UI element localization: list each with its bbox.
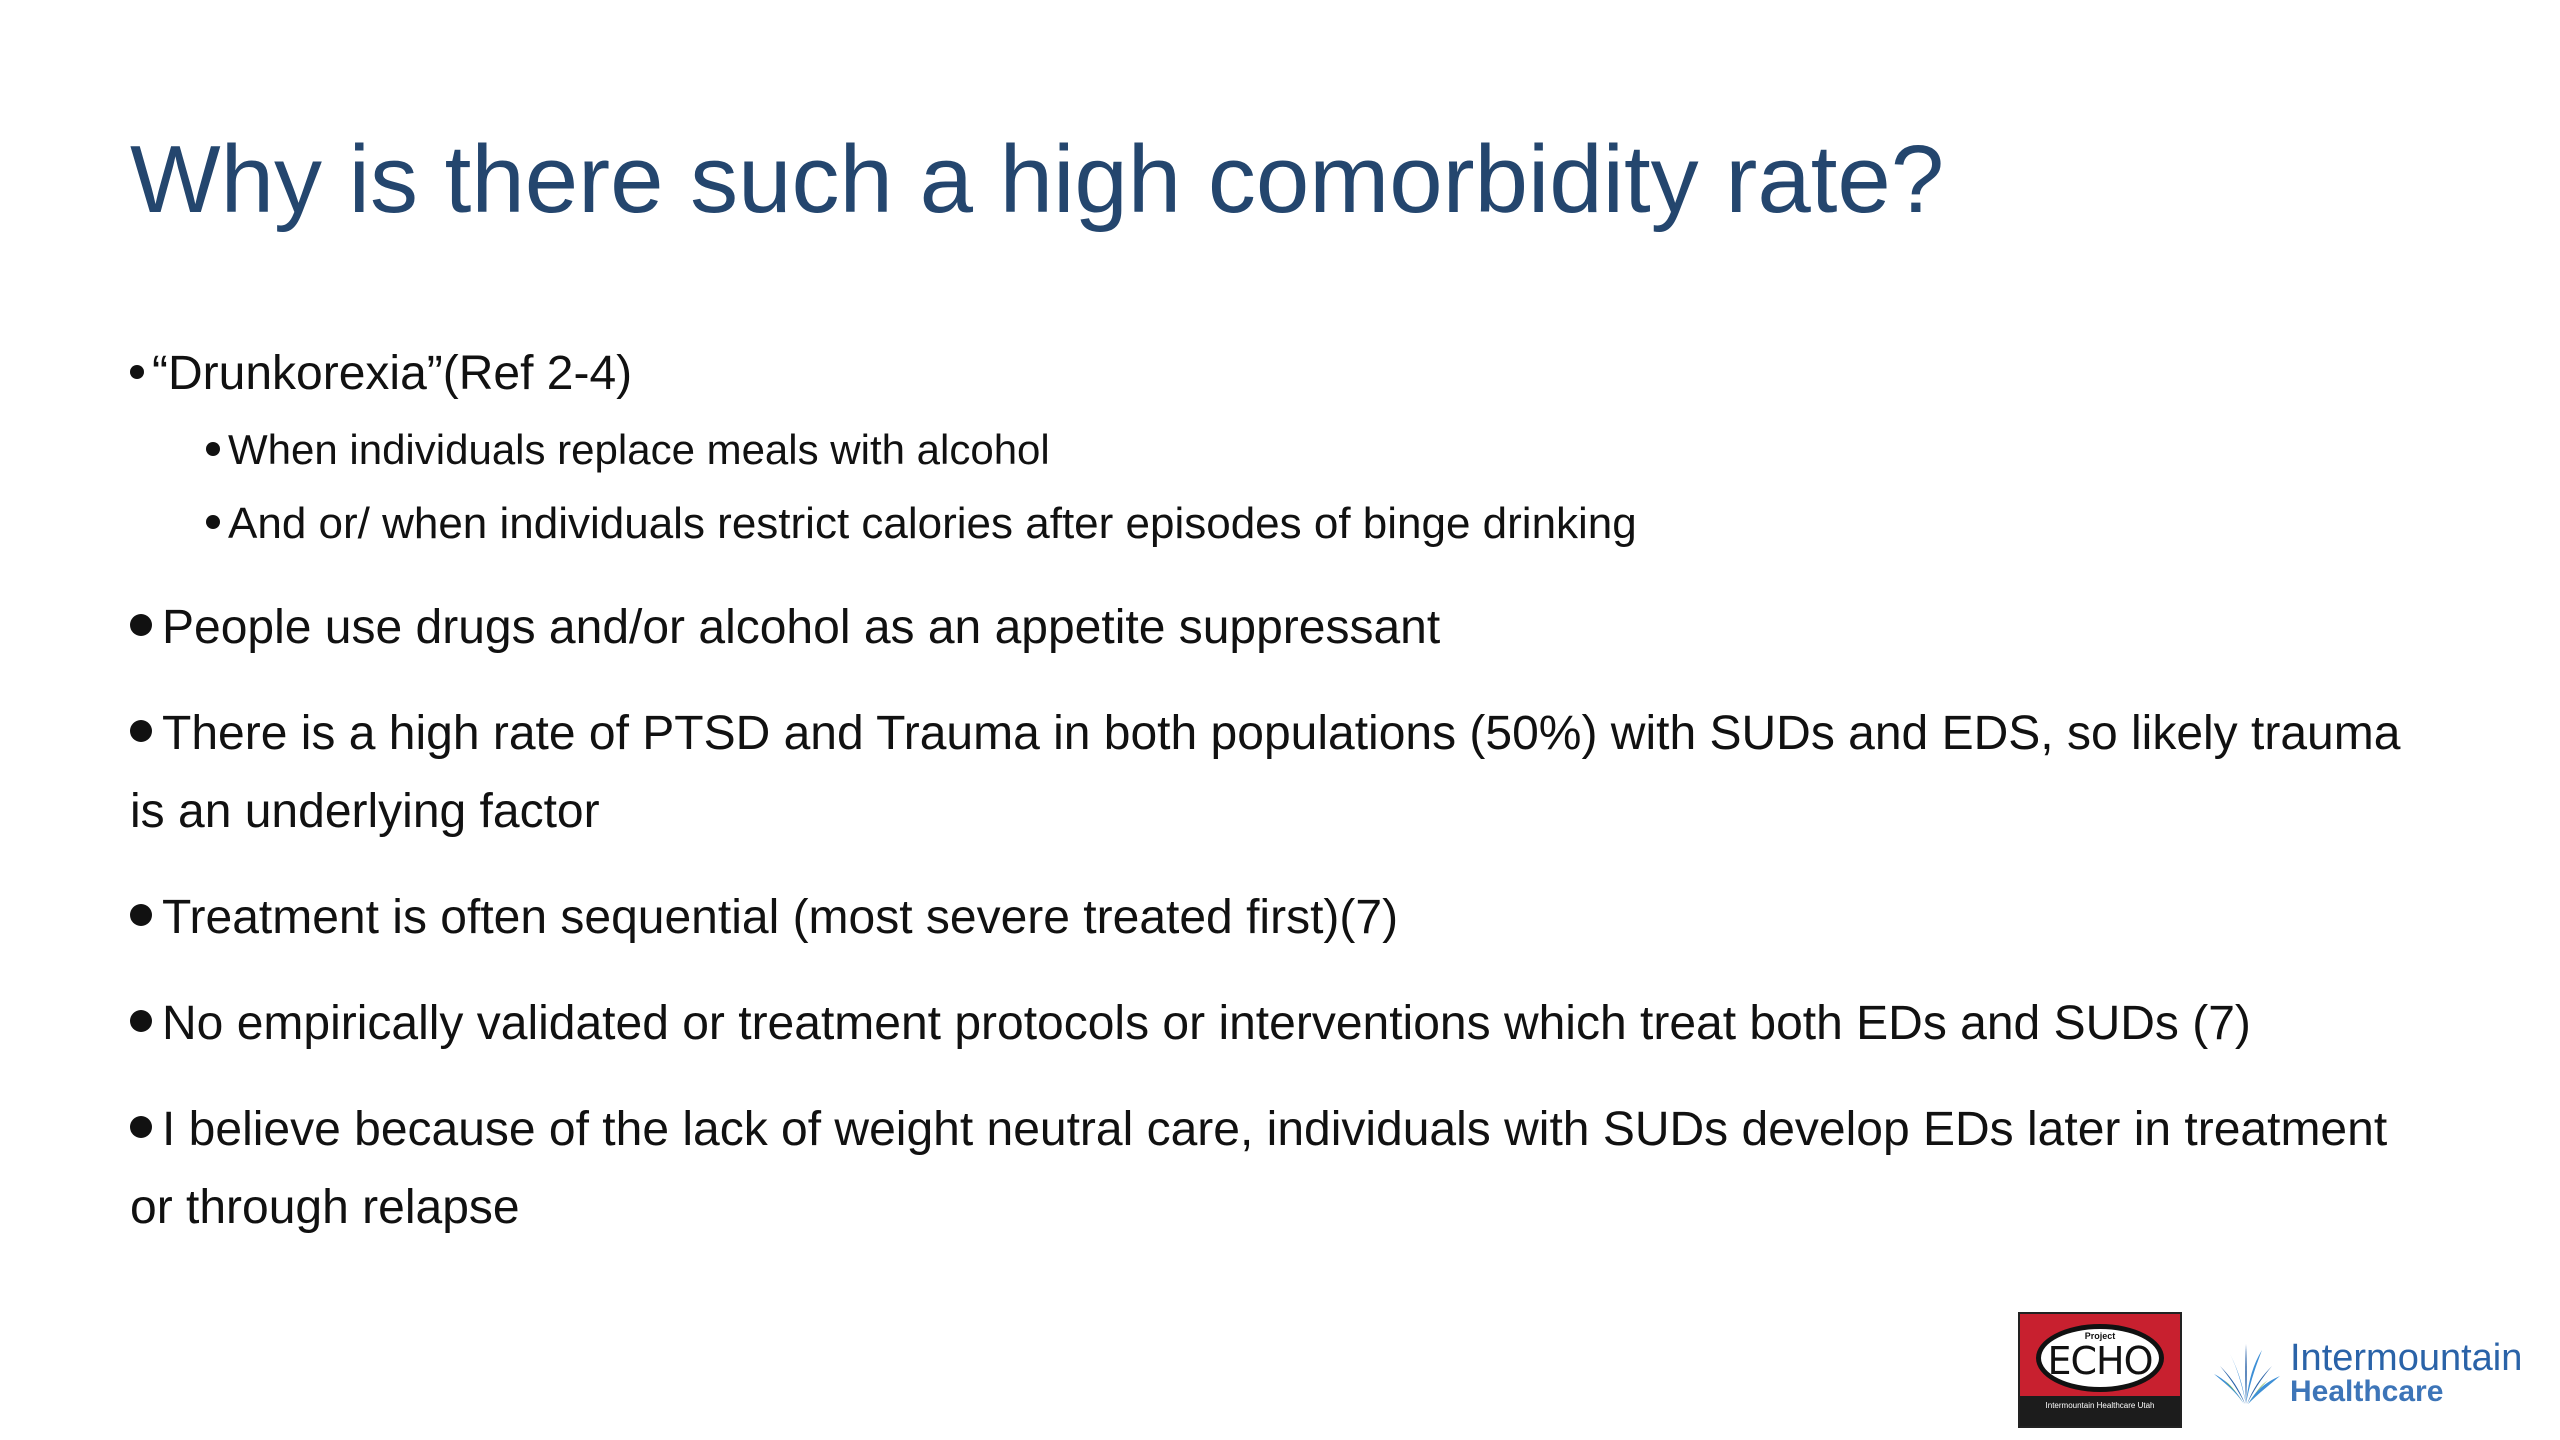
bullet-dot-icon [130,904,152,927]
healthcare-wordmark: Healthcare [2290,1375,2444,1408]
slide-body: “Drunkorexia”(Ref 2-4) When individuals … [130,335,2410,1275]
bullet-text: People use drugs and/or alcohol as an ap… [162,601,1441,654]
sub-bullet-text: And or/ when individuals restrict calori… [228,499,1637,548]
echo-project-label: Project [2084,1331,2116,1341]
echo-wordmark: ECHO [2047,1339,2153,1383]
bullet-dot-icon [206,515,220,530]
bullet-text: I believe because of the lack of weight … [130,1103,2388,1234]
project-echo-logo: Project ECHO Intermountain Healthcare Ut… [2018,1312,2182,1428]
slide-title: Why is there such a high comorbidity rat… [130,126,1945,233]
intermountain-healthcare-logo: Intermountain Healthcare [2208,1336,2548,1416]
bullet-text: No empirically validated or treatment pr… [162,997,2251,1050]
intermountain-leaf-icon [2214,1344,2280,1404]
bullet-text: There is a high rate of PTSD and Trauma … [130,707,2401,838]
echo-oval: Project ECHO [2036,1324,2164,1392]
bullet-text: Treatment is often sequential (most seve… [162,891,1399,944]
bullet-appetite-suppressant: People use drugs and/or alcohol as an ap… [130,589,2410,667]
sub-bullet-restrict-calories: And or/ when individuals restrict calori… [206,487,2410,561]
bullet-no-protocols: No empirically validated or treatment pr… [130,985,2410,1063]
bullet-text: “Drunkorexia”(Ref 2-4) [152,347,633,400]
sub-bullet-text: When individuals replace meals with alco… [228,426,1050,473]
bullet-dot-icon [206,441,220,456]
bullet-dot-icon [130,720,152,743]
bullet-sequential-treatment: Treatment is often sequential (most seve… [130,879,2410,957]
sub-bullet-group: When individuals replace meals with alco… [130,413,2410,561]
bullet-dot-icon [130,1116,152,1139]
bullet-dot-icon [130,365,144,380]
bullet-drunkorexia: “Drunkorexia”(Ref 2-4) [130,335,2410,413]
sub-bullet-replace-meals: When individuals replace meals with alco… [206,413,2410,487]
bullet-dot-icon [130,1010,152,1033]
echo-subtitle-strip: Intermountain Healthcare Utah [2020,1396,2180,1426]
intermountain-wordmark: Intermountain [2290,1337,2523,1379]
bullet-ptsd-trauma: There is a high rate of PTSD and Trauma … [130,695,2410,851]
bullet-dot-icon [130,614,152,637]
bullet-weight-neutral-care: I believe because of the lack of weight … [130,1091,2410,1247]
